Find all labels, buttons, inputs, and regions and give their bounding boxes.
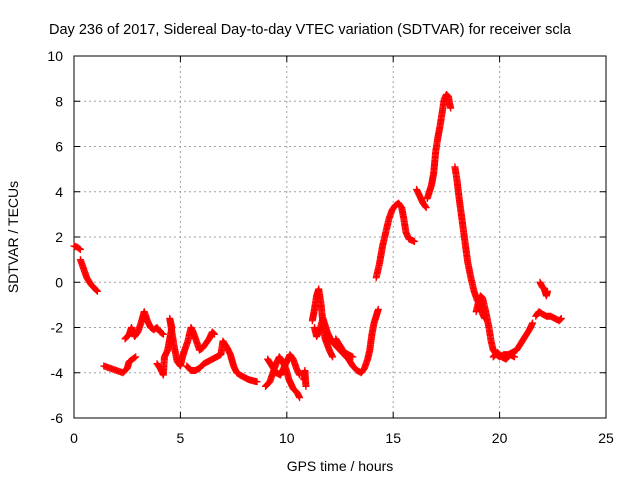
- data-point: [92, 286, 100, 294]
- y-tick-label: -4: [51, 365, 64, 381]
- data-point: [422, 204, 430, 212]
- x-tick-label: 20: [492, 430, 508, 446]
- y-tick-label: 4: [55, 184, 63, 200]
- data-point: [210, 330, 218, 338]
- x-tick-label: 10: [279, 430, 295, 446]
- data-point: [543, 287, 551, 295]
- data-point: [510, 353, 518, 361]
- chart-title: Day 236 of 2017, Sidereal Day-to-day VTE…: [49, 22, 572, 38]
- data-point: [421, 202, 429, 210]
- axis-ticks: 0 5 10 15 20 25 -6 -4 -2 0 2 4 6 8 10: [47, 48, 614, 446]
- y-tick-label: 2: [55, 229, 63, 245]
- data-point: [209, 329, 217, 337]
- data-point: [93, 287, 101, 295]
- data-point: [557, 314, 565, 322]
- data-marks: [70, 90, 565, 402]
- x-axis-label: GPS time / hours: [287, 458, 394, 474]
- grid: [74, 56, 606, 418]
- data-point: [329, 353, 337, 361]
- y-tick-label: 10: [47, 48, 63, 64]
- data-point: [302, 382, 310, 390]
- data-point: [210, 330, 218, 338]
- data-point: [556, 316, 564, 324]
- data-point: [131, 354, 139, 362]
- x-tick-label: 25: [598, 430, 614, 446]
- data-point: [132, 353, 140, 361]
- y-tick-label: 0: [55, 274, 63, 290]
- data-point: [374, 305, 382, 313]
- data-point: [159, 330, 167, 338]
- x-tick-label: 15: [385, 430, 401, 446]
- y-axis-label: SDTVAR / TECUs: [5, 181, 21, 293]
- y-tick-label: 8: [55, 93, 63, 109]
- data-point: [557, 315, 565, 323]
- data-point: [447, 104, 455, 112]
- data-point: [410, 238, 418, 246]
- data-point: [158, 330, 166, 338]
- data-point: [75, 245, 83, 253]
- data-point: [529, 319, 537, 327]
- data-point: [253, 378, 261, 386]
- data-point: [76, 245, 84, 253]
- data-point: [349, 353, 357, 361]
- data-point: [296, 394, 304, 402]
- plot-frame: [73, 55, 607, 419]
- y-tick-label: -6: [51, 410, 64, 426]
- x-tick-label: 5: [177, 430, 185, 446]
- y-tick-label: -2: [51, 320, 64, 336]
- y-tick-label: 6: [55, 139, 63, 155]
- x-tick-label: 0: [70, 430, 78, 446]
- data-point: [93, 287, 101, 295]
